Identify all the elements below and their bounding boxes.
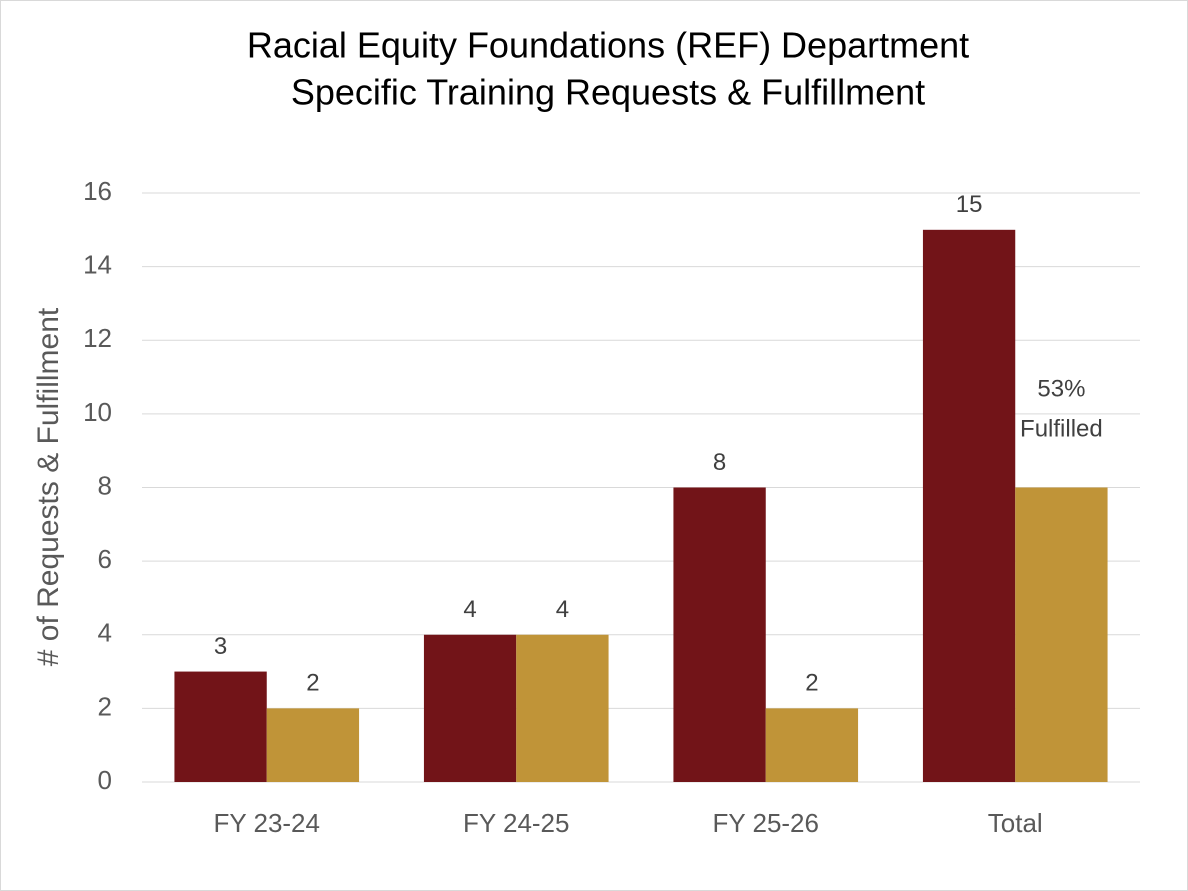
y-tick-label: 4 <box>98 618 112 648</box>
y-tick-label: 6 <box>98 544 112 574</box>
y-tick-label: 2 <box>98 691 112 721</box>
bar <box>922 229 1016 782</box>
x-tick-label: FY 25-26 <box>713 808 819 838</box>
chart-title: Specific Training Requests & Fulfillment <box>291 72 925 113</box>
x-tick-label: Total <box>988 808 1043 838</box>
annotation: 53% <box>1037 375 1085 402</box>
data-label: 3 <box>214 633 227 660</box>
data-label: 2 <box>306 670 319 697</box>
bar <box>516 634 609 782</box>
data-label: 4 <box>556 596 569 623</box>
y-axis-title: # of Requests & Fulfillment <box>32 307 65 666</box>
bar <box>1015 487 1108 782</box>
y-tick-label: 14 <box>83 250 112 280</box>
data-label: 8 <box>713 449 726 476</box>
x-tick-label: FY 24-25 <box>463 808 569 838</box>
y-tick-label: 8 <box>98 470 112 500</box>
y-tick-label: 16 <box>83 176 112 206</box>
bar <box>765 708 859 782</box>
annotation: Fulfilled <box>1020 415 1103 442</box>
bar <box>266 708 360 782</box>
bar <box>423 634 517 782</box>
y-tick-label: 12 <box>83 323 112 353</box>
data-label: 4 <box>463 596 476 623</box>
data-label: 15 <box>956 191 983 218</box>
y-tick-label: 10 <box>83 397 112 427</box>
x-tick-label: FY 23-24 <box>214 808 320 838</box>
bar <box>174 671 267 782</box>
chart-title: Racial Equity Foundations (REF) Departme… <box>247 25 969 66</box>
data-label: 2 <box>805 670 818 697</box>
bar <box>673 487 766 782</box>
y-tick-label: 0 <box>98 765 112 795</box>
